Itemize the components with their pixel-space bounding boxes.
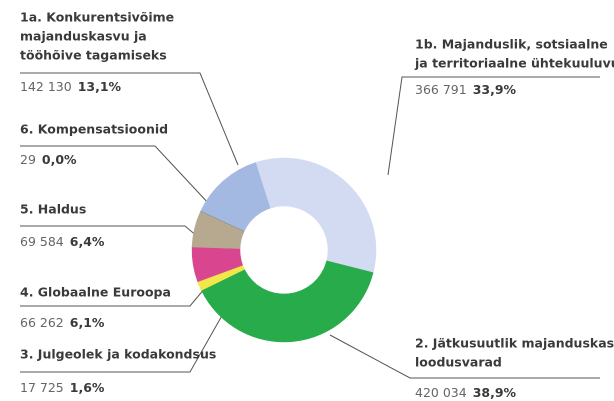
- value-line: 420 034 38,9%: [415, 385, 517, 400]
- category-label: 4. Globaalne Euroopa: [20, 285, 171, 300]
- value-label: 142 130: [20, 79, 72, 94]
- value-line: 366 791 33,9%: [415, 82, 517, 97]
- slice: [200, 210, 245, 232]
- category-label: 3. Julgeolek ja kodakondsus: [20, 347, 216, 362]
- leader-lines: [20, 72, 600, 379]
- percentage-label: 38,9%: [473, 385, 517, 400]
- slice: [255, 157, 377, 273]
- leader-line: [20, 72, 239, 166]
- leader-line: [387, 76, 600, 176]
- value-label: 69 584: [20, 234, 64, 249]
- percentage-label: 1,6%: [70, 380, 105, 395]
- leader-line: [329, 334, 600, 379]
- value-label: 366 791: [415, 82, 467, 97]
- leader-line: [20, 145, 211, 206]
- value-line: 29 0,0%: [20, 152, 77, 167]
- value-line: 69 584 6,4%: [20, 234, 105, 249]
- percentage-label: 6,4%: [70, 234, 105, 249]
- category-label: 2. Jätkusuutlik majanduskasv:: [415, 336, 614, 351]
- category-label: 5. Haldus: [20, 202, 86, 217]
- percentage-label: 0,0%: [42, 152, 77, 167]
- percentage-label: 6,1%: [70, 315, 105, 330]
- category-label: ja territoriaalne ühtekuuluvus: [414, 56, 614, 71]
- category-label: majanduskasvu ja: [20, 29, 147, 44]
- value-label: 17 725: [20, 380, 64, 395]
- percentage-label: 33,9%: [473, 82, 517, 97]
- value-line: 17 725 1,6%: [20, 380, 105, 395]
- value-label: 29: [20, 152, 36, 167]
- category-label: tööhõive tagamiseks: [20, 48, 167, 63]
- leader-line: [20, 304, 229, 373]
- category-label: 6. Kompensatsioonid: [20, 122, 168, 137]
- category-label: 1b. Majanduslik, sotsiaalne: [415, 37, 608, 52]
- slice: [201, 260, 374, 343]
- value-label: 66 262: [20, 315, 64, 330]
- category-label: loodusvarad: [415, 355, 502, 370]
- value-line: 142 130 13,1%: [20, 79, 122, 94]
- percentage-label: 13,1%: [78, 79, 122, 94]
- category-label: 1a. Konkurentsivõime: [20, 10, 174, 25]
- value-label: 420 034: [415, 385, 467, 400]
- value-line: 66 262 6,1%: [20, 315, 105, 330]
